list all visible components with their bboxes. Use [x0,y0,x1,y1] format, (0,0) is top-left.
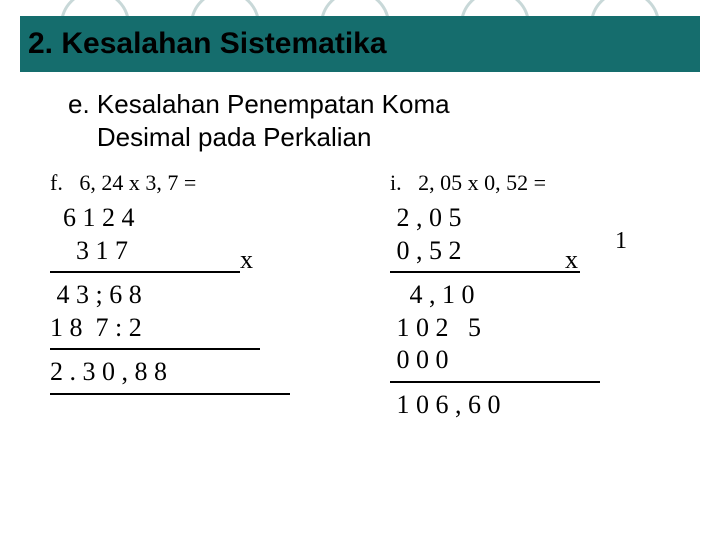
work-rule [50,271,240,273]
problem-f-work: 6 1 2 4 3 1 7 x 4 3 ; 6 8 1 8 7 : 2 2 . … [50,202,350,395]
problem-f-expression: 6, 24 x 3, 7 = [79,170,196,195]
work-row: 2 . 3 0 , 8 8 [50,356,350,389]
problem-f-label: f. [50,170,63,195]
problem-i-prompt: i. 2, 05 x 0, 52 = [390,170,690,196]
slide-subtitle: e. Kesalahan Penempatan Koma Desimal pad… [68,88,450,153]
problem-f: f. 6, 24 x 3, 7 = 6 1 2 4 3 1 7 x 4 3 ; … [50,170,350,401]
problem-i-work: 1 2 , 0 5 0 , 5 2 x 4 , 1 0 1 0 2 5 0 0 … [390,202,690,421]
work-row: 0 0 0 [390,344,690,377]
slide: 2. Kesalahan Sistematika e. Kesalahan Pe… [0,0,720,540]
work-row: 4 3 ; 6 8 [50,279,350,312]
work-row: 2 , 0 5 [390,202,690,235]
work-row: 4 , 1 0 [390,279,690,312]
problem-f-prompt: f. 6, 24 x 3, 7 = [50,170,350,196]
carry-mark: 1 [615,226,627,256]
multiply-sign: x [240,244,253,277]
work-rule [50,393,290,395]
problem-i: i. 2, 05 x 0, 52 = 1 2 , 0 5 0 , 5 2 x 4… [390,170,690,421]
work-row: 3 1 7 [50,235,350,268]
subtitle-line-1: e. Kesalahan Penempatan Koma [68,88,450,121]
work-row: 0 , 5 2 [390,235,690,268]
work-row: 6 1 2 4 [50,202,350,235]
work-row: 1 0 6 , 6 0 [390,389,690,422]
work-row: 1 0 2 5 [390,312,690,345]
work-rule [390,271,580,273]
problems-area: f. 6, 24 x 3, 7 = 6 1 2 4 3 1 7 x 4 3 ; … [40,170,700,520]
work-row: 1 8 7 : 2 [50,312,350,345]
work-rule [390,381,600,383]
title-bar: 2. Kesalahan Sistematika [20,16,700,72]
multiply-sign: x [565,244,578,277]
subtitle-line-2: Desimal pada Perkalian [68,121,450,154]
work-rule [50,348,260,350]
slide-title: 2. Kesalahan Sistematika [28,27,387,61]
problem-i-label: i. [390,170,402,195]
problem-i-expression: 2, 05 x 0, 52 = [418,170,546,195]
